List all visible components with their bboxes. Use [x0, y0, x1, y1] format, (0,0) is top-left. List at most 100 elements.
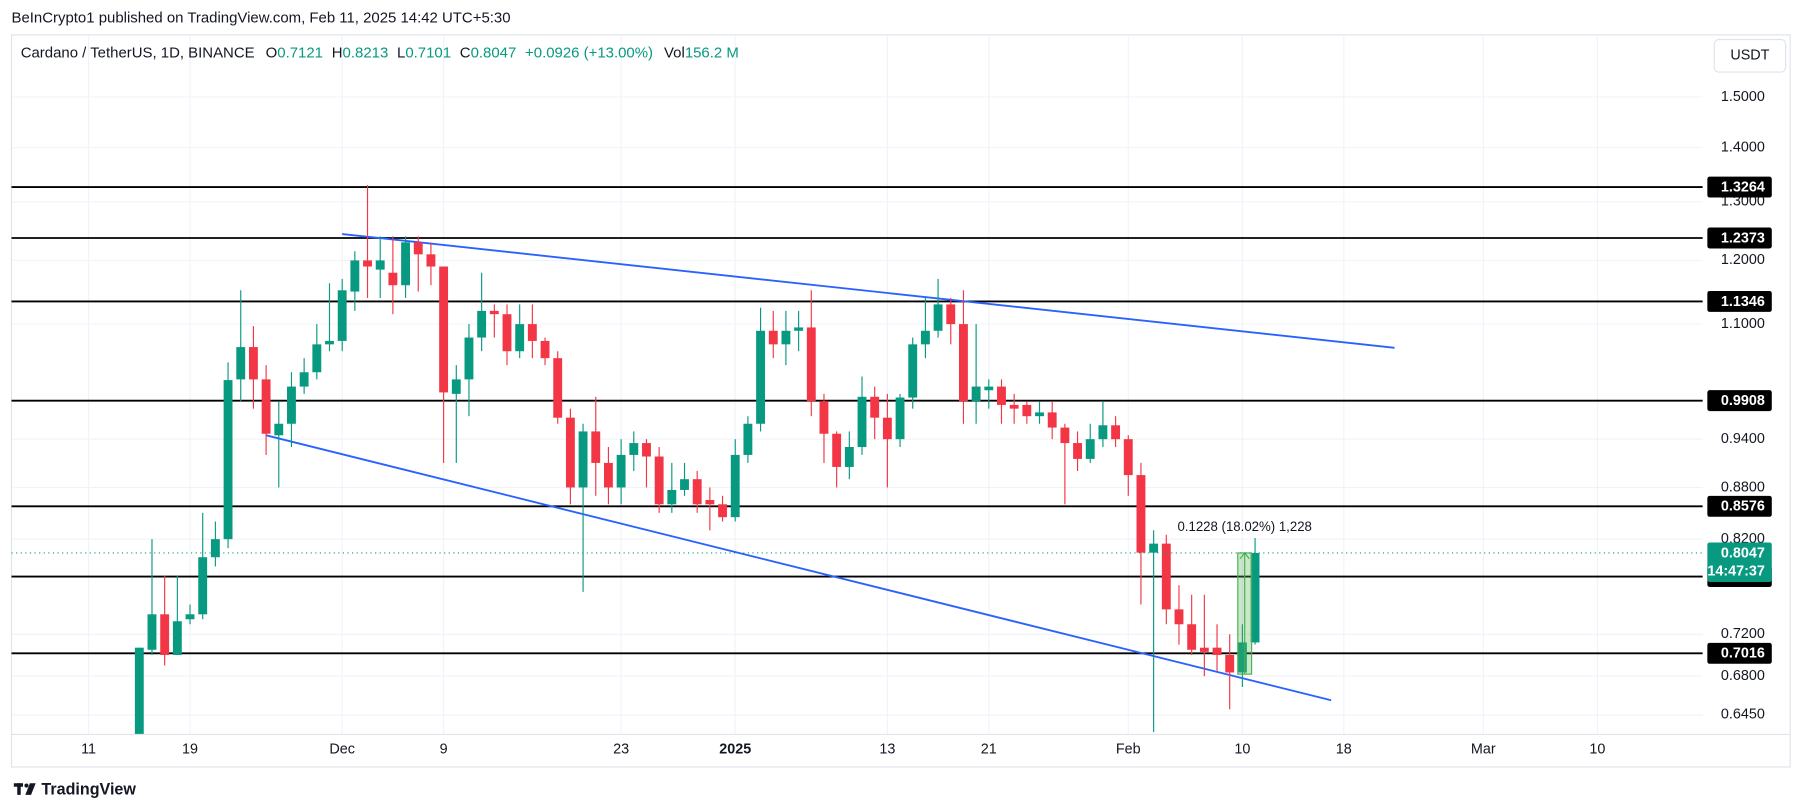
candle-body	[1136, 475, 1146, 553]
x-tick-label: 2025	[719, 741, 751, 757]
candle-body	[553, 358, 563, 418]
plot-area: 0.1228 (18.02%) 1,228	[11, 185, 1703, 735]
level-label-box	[1707, 176, 1772, 198]
candle-body	[832, 433, 842, 467]
logo-shape	[25, 783, 36, 795]
candle-body	[565, 417, 575, 488]
level-label-box	[1707, 390, 1772, 412]
candle-body	[844, 447, 854, 467]
candle-body	[363, 260, 372, 267]
level-label: 1.1346	[1721, 294, 1765, 310]
countdown: 14:47:37	[1707, 563, 1765, 579]
candle-body	[413, 242, 423, 255]
x-tick-label: 23	[613, 741, 629, 757]
candle-body	[718, 504, 727, 518]
candle-body	[1060, 427, 1070, 444]
candle-body	[274, 423, 284, 436]
candle-body	[1022, 404, 1032, 417]
candle-body	[946, 304, 956, 325]
x-tick-label: Mar	[1471, 741, 1496, 757]
candle-body	[933, 304, 943, 331]
candle-body	[895, 397, 905, 440]
candle-body	[857, 396, 867, 448]
x-tick-label: 11	[81, 741, 96, 757]
measure-label: 0.1228 (18.02%) 1,228	[1177, 519, 1311, 534]
candle-body	[781, 330, 791, 345]
ohlc-label: O	[266, 44, 278, 61]
candle-body	[1123, 439, 1133, 476]
candle-body	[439, 266, 449, 393]
change: +0.0926 (+13.00%)	[525, 44, 653, 61]
candle-body	[984, 386, 994, 391]
y-tick-label: 1.1000	[1721, 316, 1765, 332]
candle-body	[236, 347, 246, 380]
candle-body	[882, 417, 892, 440]
candle-body	[1187, 624, 1197, 650]
candle-body	[1098, 425, 1108, 440]
level-label-box	[1707, 290, 1772, 312]
candle-body	[920, 330, 930, 345]
candle-body	[147, 614, 157, 650]
candle-body	[527, 324, 537, 341]
volume: 156.2 M	[685, 44, 739, 61]
candle-body	[667, 489, 677, 505]
ohlc-value: 0.7121	[277, 44, 323, 61]
x-tick-label: 10	[1234, 741, 1250, 757]
logo-shape	[17, 783, 21, 795]
candle-body	[1174, 609, 1184, 625]
ohlc-value: 0.7101	[405, 44, 451, 61]
candle-body	[477, 310, 487, 338]
candle-body	[172, 621, 182, 655]
x-tick-label: 13	[879, 741, 895, 757]
candle-body	[1111, 425, 1121, 440]
logo-shape	[24, 783, 29, 788]
level-label: 1.3264	[1721, 179, 1765, 195]
candle-body	[1149, 543, 1159, 553]
candle-body	[198, 557, 208, 615]
y-tick-label: 1.3000	[1721, 194, 1765, 210]
trendline	[342, 233, 1395, 349]
published-note: BeInCrypto1 published on TradingView.com…	[12, 10, 511, 27]
candle-body	[743, 423, 753, 455]
candle-body	[489, 310, 499, 315]
candle-body	[1009, 404, 1019, 409]
candle-body	[1225, 654, 1235, 673]
candle-body	[185, 614, 195, 620]
candle-body	[299, 372, 309, 387]
x-tick-label: 18	[1336, 741, 1352, 757]
candle-body	[134, 647, 144, 735]
symbol: Cardano / TetherUS, 1D, BINANCE	[21, 44, 255, 61]
candle-body	[756, 330, 766, 424]
candle-body	[997, 386, 1006, 405]
ohlc-label: H	[332, 44, 343, 61]
candle-body	[375, 260, 385, 270]
x-tick-label: 21	[981, 741, 997, 757]
level-label: 0.7016	[1721, 646, 1765, 662]
candle-body	[1161, 543, 1171, 610]
candle-body	[248, 347, 258, 380]
level-label: 0.8576	[1721, 499, 1765, 515]
candle-body	[312, 344, 322, 373]
candle-body	[642, 443, 651, 457]
candle-body	[959, 324, 968, 402]
candle-body	[629, 443, 639, 455]
symbol-line: Cardano / TetherUS, 1D, BINANCE O0.7121 …	[21, 44, 739, 61]
candle-body	[515, 324, 525, 352]
candle-body	[1085, 439, 1095, 459]
currency-button[interactable]	[1713, 38, 1787, 73]
candle-body	[603, 462, 613, 488]
y-tick-label: 0.7200	[1721, 626, 1765, 642]
candle-body	[1212, 647, 1222, 655]
candle-body	[426, 254, 436, 267]
price-axis: 1.5000 1.4000 1.3000 1.2000 1.1000 0.9400 0.88…	[11, 89, 1791, 757]
candle-body	[768, 330, 778, 345]
candle-body	[1199, 647, 1209, 652]
candle-body	[325, 340, 334, 345]
last-price-box	[1707, 542, 1772, 582]
candle-body	[705, 500, 715, 505]
candle-body	[908, 344, 918, 398]
candle-body	[971, 386, 981, 402]
candle-body	[1047, 412, 1057, 428]
